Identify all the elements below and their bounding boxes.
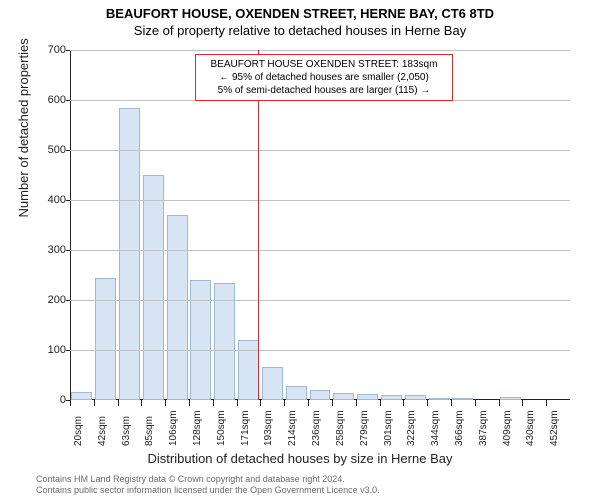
x-tick-label: 150sqm [216,410,227,446]
x-tick-label: 322sqm [406,410,417,446]
callout-line-3: 5% of semi-detached houses are larger (1… [202,84,446,97]
x-tick-line [332,400,333,406]
x-tick-label: 128sqm [192,410,203,446]
chart-title: BEAUFORT HOUSE, OXENDEN STREET, HERNE BA… [0,0,600,23]
x-tick-label: 20sqm [73,416,84,446]
histogram-bar [167,215,188,400]
gridline [70,50,570,51]
histogram-bar [333,393,354,401]
gridline [70,250,570,251]
x-tick-label: 366sqm [454,410,465,446]
x-tick-line [237,400,238,406]
x-tick-label: 452sqm [549,410,560,446]
callout-line-2: ← 95% of detached houses are smaller (2,… [202,71,446,84]
y-tick-label: 500 [30,144,66,156]
histogram-bar [310,390,331,400]
histogram-bar [381,395,402,400]
footer-line-1: Contains HM Land Registry data © Crown c… [36,474,380,485]
gridline [70,350,570,351]
histogram-bar [71,392,92,400]
bars-container [70,50,570,400]
histogram-bar [190,280,211,400]
y-axis-label: Number of detached properties [16,38,31,217]
histogram-bar [500,397,521,400]
y-tick-label: 700 [30,44,66,56]
x-tick-label: 85sqm [144,416,155,446]
footer-line-2: Contains public sector information licen… [36,485,380,496]
x-tick-line [213,400,214,406]
x-tick-label: 430sqm [525,410,536,446]
footer-attribution: Contains HM Land Registry data © Crown c… [36,474,380,496]
y-tick-label: 100 [30,344,66,356]
y-tick-line [66,100,70,101]
y-tick-label: 300 [30,244,66,256]
gridline [70,300,570,301]
x-tick-line [165,400,166,406]
x-tick-line [308,400,309,406]
x-tick-line [380,400,381,406]
x-tick-line [141,400,142,406]
histogram-bar [357,394,378,400]
y-tick-line [66,50,70,51]
x-tick-line [403,400,404,406]
y-tick-label: 400 [30,194,66,206]
histogram-bar [429,398,450,400]
y-tick-label: 600 [30,94,66,106]
histogram-bar [405,395,426,400]
x-tick-line [451,400,452,406]
x-tick-label: 409sqm [502,410,513,446]
gridline [70,200,570,201]
x-tick-line [118,400,119,406]
reference-line [258,50,259,400]
x-tick-label: 193sqm [263,410,274,446]
x-tick-line [70,400,71,406]
x-tick-line [356,400,357,406]
callout-box: BEAUFORT HOUSE OXENDEN STREET: 183sqm← 9… [195,54,453,101]
x-axis-label: Distribution of detached houses by size … [0,451,600,466]
x-tick-label: 42sqm [97,416,108,446]
x-tick-label: 258sqm [335,410,346,446]
histogram-bar [119,108,140,401]
y-tick-line [66,200,70,201]
chart-subtitle: Size of property relative to detached ho… [0,23,600,40]
x-tick-label: 214sqm [287,410,298,446]
x-tick-label: 171sqm [240,410,251,446]
gridline [70,150,570,151]
x-tick-label: 301sqm [383,410,394,446]
y-tick-line [66,300,70,301]
x-tick-label: 106sqm [168,410,179,446]
plot-area: 010020030040050060070020sqm42sqm63sqm85s… [70,50,570,400]
x-tick-label: 279sqm [359,410,370,446]
x-tick-line [189,400,190,406]
histogram-bar [452,398,473,400]
histogram-bar [95,278,116,401]
y-tick-line [66,350,70,351]
x-tick-label: 387sqm [478,410,489,446]
histogram-chart: BEAUFORT HOUSE, OXENDEN STREET, HERNE BA… [0,0,600,500]
x-tick-label: 236sqm [311,410,322,446]
x-tick-label: 63sqm [121,416,132,446]
x-tick-line [94,400,95,406]
callout-line-1: BEAUFORT HOUSE OXENDEN STREET: 183sqm [202,58,446,71]
x-tick-line [427,400,428,406]
y-tick-label: 0 [30,394,66,406]
x-tick-line [546,400,547,406]
x-tick-line [475,400,476,406]
x-tick-label: 344sqm [430,410,441,446]
x-tick-line [522,400,523,406]
y-tick-line [66,250,70,251]
x-tick-line [284,400,285,406]
x-tick-line [260,400,261,406]
y-tick-label: 200 [30,294,66,306]
histogram-bar [238,340,259,400]
histogram-bar [143,175,164,400]
x-tick-line [499,400,500,406]
y-tick-line [66,150,70,151]
histogram-bar [262,367,283,401]
histogram-bar [286,386,307,400]
